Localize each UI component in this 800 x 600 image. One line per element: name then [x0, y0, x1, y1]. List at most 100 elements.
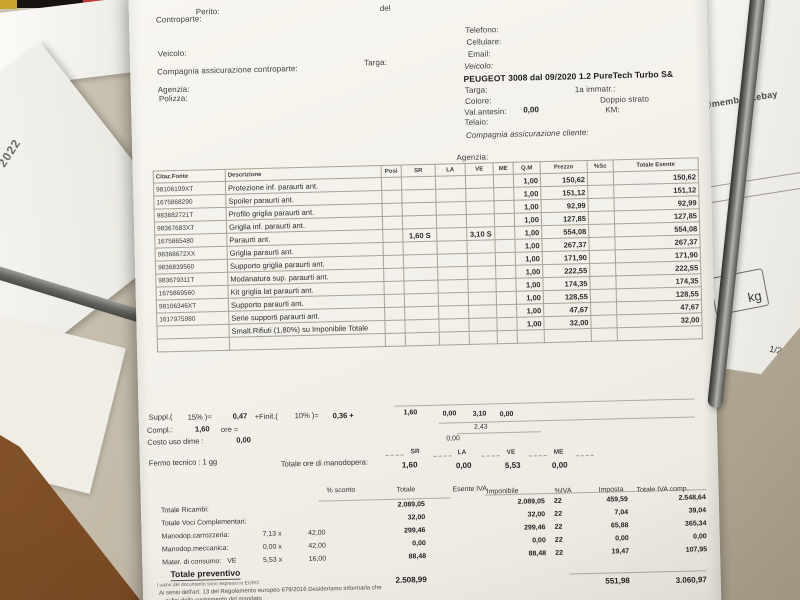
summary-cell: 7,13 x [262, 530, 282, 539]
parts-cell: 222,55 [542, 263, 590, 278]
targa-label-left: Targa: [363, 57, 388, 68]
parts-cell [403, 267, 438, 282]
summary-cell: 39,04 [688, 507, 707, 515]
parts-cell [587, 171, 614, 186]
summary-cell: 2.089,05 [517, 498, 545, 506]
parts-cell: 3,10 S [466, 226, 495, 241]
summary-cell: 0,00 [615, 535, 629, 543]
parts-cell [589, 275, 617, 290]
total-hours-ve: 5,53 [504, 460, 521, 471]
rule-line [569, 572, 630, 575]
hours-la2: 0,00 [446, 435, 460, 443]
label-line [697, 167, 800, 189]
total-hours-la: 0,00 [455, 460, 472, 471]
total-hours-me: 0,00 [551, 460, 568, 470]
parts-cell [493, 200, 515, 214]
hours-grid-ve: 3,10 [472, 410, 487, 418]
parts-cell: 171,90 [542, 250, 590, 265]
parts-col-header: Posi [381, 165, 402, 178]
parts-cell [382, 229, 403, 243]
summary-cell: 42,00 [307, 529, 326, 537]
summary-cell: 0,00 [412, 540, 426, 548]
summary-cell: Totale Voci Complementari: [161, 518, 247, 528]
summary-cell: 88,48 [408, 553, 427, 561]
fermo-tecnico-label: Fermo tecnico : 1 gg [148, 457, 218, 468]
hours-ve2: 2,43 [473, 423, 488, 431]
parts-cell: 151,12 [540, 185, 588, 200]
parts-cell: 267,37 [541, 237, 590, 252]
finit-value: 0,36 + [332, 410, 354, 421]
parts-cell [402, 202, 437, 217]
parts-cell [494, 226, 515, 240]
parts-col-header: VE [465, 162, 494, 176]
compl-value: 1,60 [194, 424, 210, 434]
summary-cell: 16,00 [308, 555, 327, 563]
parts-cell [589, 262, 616, 277]
dash-line [575, 454, 594, 457]
summary-cell: Manodop.meccanica: [161, 544, 229, 554]
summary-col-header: Esente IVA [452, 485, 488, 494]
parts-cell [590, 301, 617, 316]
parts-cell [382, 242, 404, 256]
summary-cell: 32,00 [527, 511, 546, 519]
parts-cell [384, 294, 405, 308]
summary-cell [281, 509, 325, 510]
total-iva-comp-value: 3.060,97 [675, 575, 707, 585]
parts-cell [465, 174, 494, 189]
parts-cell [588, 223, 615, 238]
parts-cell: 1,00 [515, 264, 543, 279]
parts-cell [402, 241, 438, 256]
totale-preventivo-value: 2.508,99 [395, 575, 427, 585]
summary-cell: 299,46 [523, 524, 546, 532]
colore-label: Colore: [464, 96, 492, 106]
summary-cell: 32,00 [407, 514, 426, 522]
parts-cell: 1,00 [514, 238, 543, 253]
parts-cell [436, 201, 467, 216]
parts-cell [437, 266, 468, 281]
del-label: del [379, 3, 391, 14]
parts-cell [591, 327, 618, 342]
parts-cell [495, 278, 517, 292]
targa-label-right: Targa: [464, 85, 488, 95]
parts-cell: 32,00 [543, 315, 592, 330]
dash-line [433, 455, 452, 457]
page-indicator: 1/2 [768, 343, 783, 356]
parts-col-header: SR [401, 164, 436, 178]
parts-cell: 174,35 [542, 276, 591, 291]
finit-label: +Finit.( [254, 411, 278, 422]
parts-cell [494, 213, 515, 227]
parts-cell [383, 281, 405, 295]
summary-cell: 22 [554, 536, 563, 544]
parts-cell: 1,00 [513, 199, 542, 214]
parts-cell [438, 292, 469, 307]
parts-cell [497, 330, 518, 344]
parts-cell [465, 200, 495, 215]
summary-cell: 22 [553, 497, 562, 505]
parts-cell [617, 325, 703, 341]
parts-cell [438, 305, 469, 320]
parts-cell [437, 279, 469, 294]
parts-cell [517, 329, 545, 344]
parts-cell: 127,85 [541, 211, 589, 226]
suppl-value: 0,47 [232, 411, 248, 421]
parts-cell [467, 278, 497, 293]
summary-cell: 459,59 [606, 496, 628, 504]
parts-cell [588, 236, 616, 251]
summary-cell: 7,04 [614, 509, 629, 517]
parts-cell [384, 307, 405, 321]
parts-cell: 1,00 [513, 173, 541, 188]
parts-cell [383, 255, 404, 269]
val-antesin-label: Val.antesin: [464, 106, 507, 117]
parts-cell [403, 280, 439, 295]
summary-cell: 2.548,64 [678, 494, 706, 502]
summary-cell: 0,00 x [262, 543, 282, 552]
rule-line [394, 398, 695, 407]
parts-cell [590, 288, 617, 303]
summary-cell: 22 [555, 549, 564, 557]
controparte-label: Controparte: [155, 14, 202, 25]
parts-cell [157, 337, 230, 353]
parts-cell [436, 227, 467, 242]
compl-label: Compl.: [146, 425, 173, 435]
parts-cell [404, 319, 440, 333]
summary-cell [281, 522, 325, 523]
